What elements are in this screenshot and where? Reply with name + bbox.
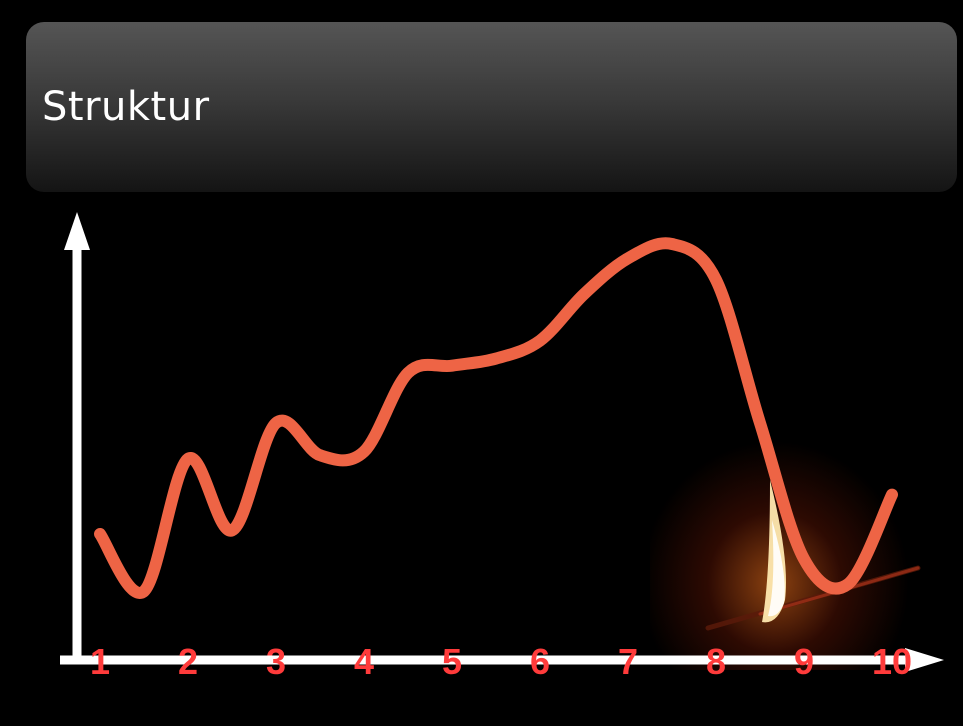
x-axis <box>60 648 944 672</box>
x-tick-label: 5 <box>442 641 462 682</box>
y-axis-arrowhead-icon <box>64 212 90 250</box>
x-tick-label: 6 <box>530 641 550 682</box>
x-tick-label: 7 <box>618 641 638 682</box>
x-tick-labels: 1 2 3 4 5 6 7 8 9 10 <box>90 641 912 682</box>
x-axis-arrowhead-icon <box>905 648 944 672</box>
x-tick-label: 9 <box>794 641 814 682</box>
x-tick-label: 8 <box>706 641 726 682</box>
y-axis <box>64 212 90 660</box>
structure-curve <box>94 237 898 599</box>
x-tick-label: 4 <box>354 641 374 682</box>
curve-layer <box>94 237 898 599</box>
x-tick-label: 1 <box>90 641 110 682</box>
x-tick-label: 10 <box>872 641 912 682</box>
slide-title: Struktur <box>42 84 210 130</box>
x-tick-label: 3 <box>266 641 286 682</box>
x-tick-label: 2 <box>178 641 198 682</box>
burning-match-image <box>705 480 921 631</box>
title-bar <box>26 22 957 192</box>
